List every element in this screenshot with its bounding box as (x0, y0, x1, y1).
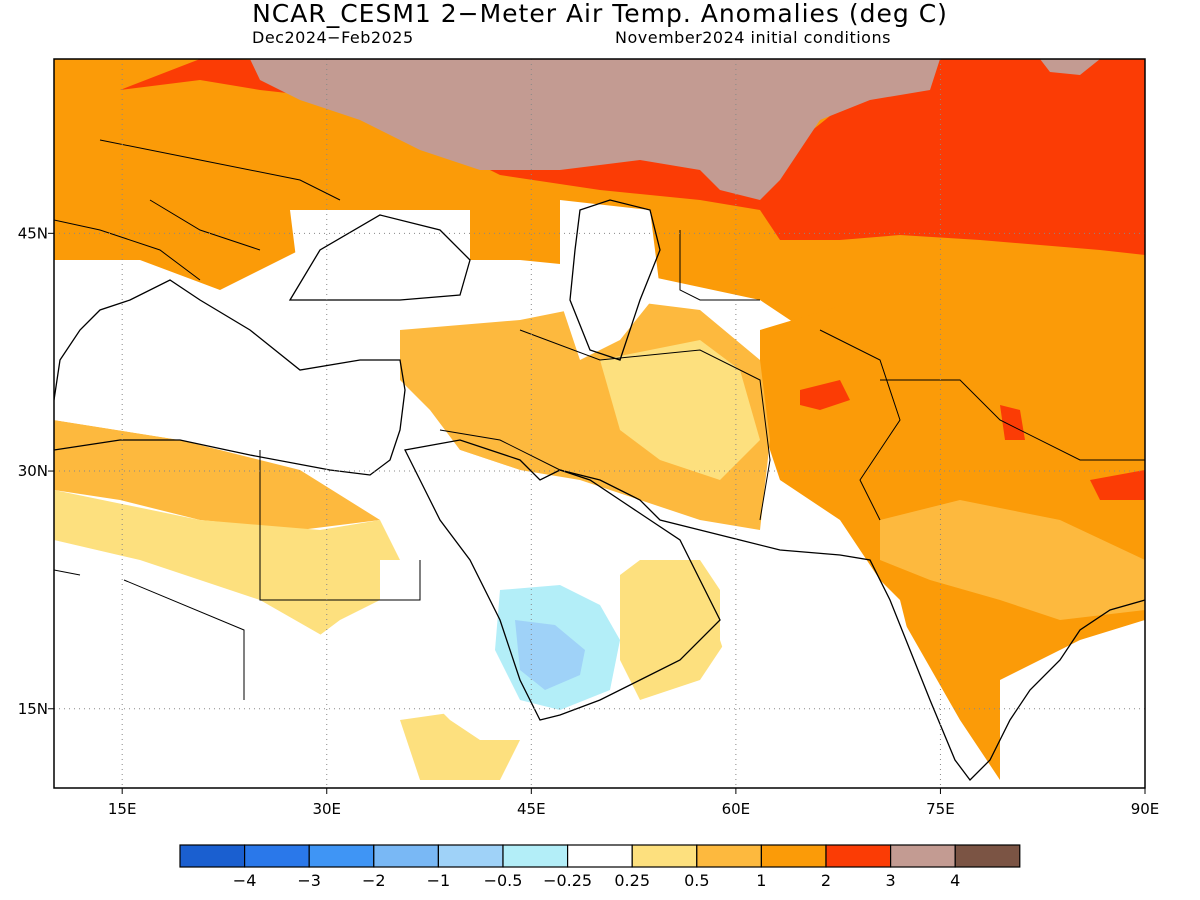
anomaly-05to1-iran (600, 340, 760, 480)
colorbar-label: 0.5 (684, 871, 709, 890)
colorbar-label: −1 (427, 871, 451, 890)
colorbar-label: 3 (886, 871, 896, 890)
colorbar-swatch (373, 844, 439, 868)
anomaly-3to4-east (1090, 470, 1145, 500)
x-tick-label: 90E (1131, 800, 1160, 818)
country-borders (54, 139, 1145, 700)
no-anomaly-west-africa (54, 540, 330, 788)
colorbar-swatch (696, 844, 762, 868)
colorbar-swatch (308, 844, 375, 868)
no-anomaly-caspian (560, 200, 660, 360)
y-tick-label: 45N (18, 224, 48, 242)
axis-ticks: 15E 30E 45E 60E 75E 90E 45N 30N 15N (18, 224, 1160, 818)
colorbar-label: −0.5 (484, 871, 523, 890)
anomaly-1to2-india (880, 500, 1145, 620)
colorbar-swatch (566, 844, 633, 868)
anomaly-3to4-tibet (1000, 405, 1025, 440)
anomaly-3to4-afghanistan (800, 380, 850, 410)
colorbar: −4 −3 −2 −1 −0.5 −0.25 0.25 0.5 1 2 3 4 (179, 844, 1021, 890)
colorbar-label: −2 (362, 871, 386, 890)
y-tick-label: 15N (18, 700, 48, 718)
anomaly-above4-russia (250, 59, 940, 200)
anomaly-field (54, 59, 1145, 788)
anomaly-1to2-north-africa (54, 420, 380, 530)
anomaly-minus1-arabia (515, 620, 585, 690)
colorbar-label: −4 (233, 871, 257, 890)
coastlines (54, 199, 1145, 781)
forecast-period: Dec2024−Feb2025 (252, 28, 414, 47)
y-tick-label: 30N (18, 462, 48, 480)
colorbar-swatch (760, 844, 827, 868)
x-tick-label: 75E (926, 800, 955, 818)
anomaly-05to1-oman (620, 560, 740, 700)
colorbar-label: 4 (950, 871, 960, 890)
initial-conditions: November2024 initial conditions (615, 28, 891, 47)
colorbar-swatch (954, 844, 1021, 868)
colorbar-swatch (631, 844, 698, 868)
colorbar-label: 0.25 (614, 871, 650, 890)
x-tick-label: 30E (312, 800, 341, 818)
x-tick-label: 45E (517, 800, 546, 818)
no-anomaly-black-sea (290, 210, 470, 300)
colorbar-swatch (889, 844, 956, 868)
gridlines (54, 59, 1145, 788)
colorbar-swatch (244, 844, 310, 868)
map-title: NCAR_CESM1 2−Meter Air Temp. Anomalies (… (252, 0, 948, 28)
x-tick-label: 15E (108, 800, 137, 818)
no-anomaly-bay-of-bengal (1000, 620, 1145, 788)
anomaly-above4-northeast (1040, 59, 1100, 75)
colorbar-label: −0.25 (543, 871, 592, 890)
colorbar-swatch (179, 844, 246, 868)
colorbar-label: −3 (297, 871, 321, 890)
colorbar-label: 1 (756, 871, 766, 890)
no-anomaly-arabian-sea (720, 560, 940, 788)
x-tick-label: 60E (722, 800, 751, 818)
colorbar-swatch (825, 844, 892, 868)
colorbar-swatch (502, 844, 569, 868)
colorbar-label: 2 (821, 871, 831, 890)
map-frame (53, 58, 1146, 789)
no-anomaly-mediterranean (54, 270, 640, 590)
colorbar-swatch (437, 844, 504, 868)
